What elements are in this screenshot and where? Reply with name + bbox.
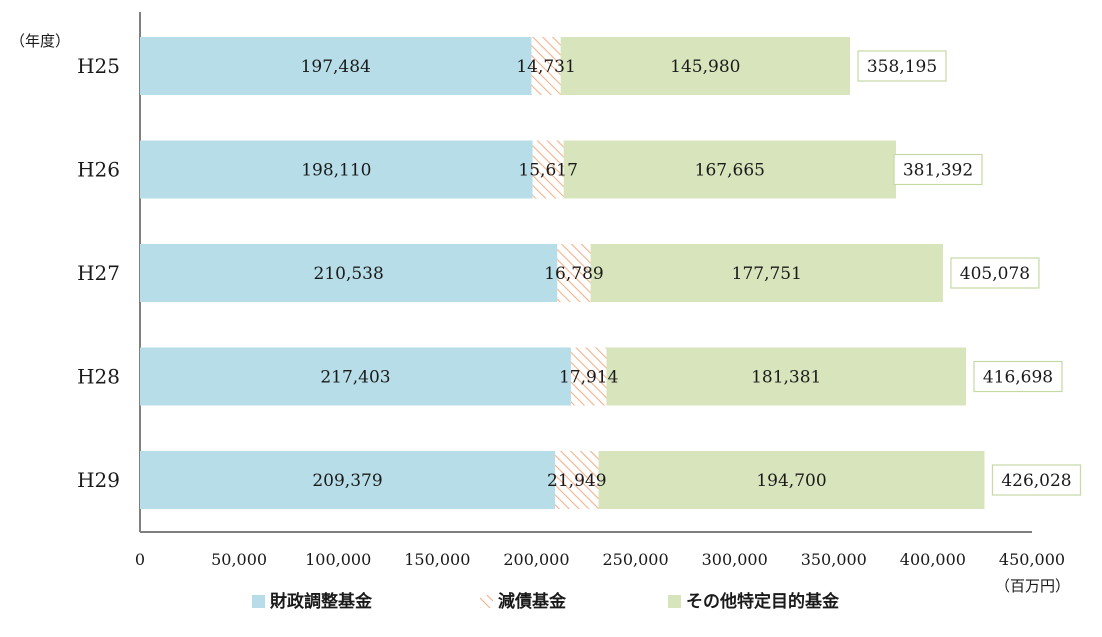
legend-swatch xyxy=(668,595,681,608)
bar-segment xyxy=(557,244,591,302)
x-tick-label: 350,000 xyxy=(801,550,867,569)
bar-segment xyxy=(140,37,532,95)
bar-segment xyxy=(531,37,561,95)
total-label: 405,078 xyxy=(960,264,1030,284)
total-label-box xyxy=(857,50,947,82)
bar-segment xyxy=(560,37,851,95)
bar-segment xyxy=(590,244,943,302)
legend-swatch xyxy=(252,595,265,608)
bar-segment xyxy=(140,347,571,406)
data-label: 198,110 xyxy=(301,161,371,181)
data-label: 210,538 xyxy=(314,264,384,284)
data-label: 15,617 xyxy=(518,161,577,181)
total-label: 416,698 xyxy=(983,368,1053,388)
data-label: 145,980 xyxy=(670,57,740,77)
bar-segment xyxy=(570,347,607,406)
bar-segment xyxy=(563,140,897,199)
data-label: 14,731 xyxy=(516,57,575,77)
x-tick-label: 400,000 xyxy=(900,550,966,569)
data-label: 16,789 xyxy=(544,264,603,284)
data-label: 209,379 xyxy=(312,471,382,491)
total-label-box xyxy=(991,464,1082,496)
x-tick-label: 150,000 xyxy=(404,550,470,569)
total-label: 358,195 xyxy=(867,57,937,77)
total-label: 426,028 xyxy=(1001,471,1071,491)
total-label-box xyxy=(893,153,983,186)
data-label: 217,403 xyxy=(320,368,390,388)
x-tick-label: 300,000 xyxy=(702,550,768,569)
x-tick-label: 200,000 xyxy=(503,550,569,569)
x-unit-label: （百万円） xyxy=(995,577,1070,595)
legend-label: 減債基金 xyxy=(498,591,567,612)
category-label: H26 xyxy=(77,158,120,182)
bar-segment xyxy=(140,244,558,302)
category-label: H28 xyxy=(77,365,120,389)
y-unit-label: （年度） xyxy=(10,32,70,50)
data-label: 197,484 xyxy=(301,57,371,77)
bar-segment xyxy=(140,140,533,199)
x-tick-label: 50,000 xyxy=(211,550,267,569)
data-label: 194,700 xyxy=(756,471,826,491)
legend-swatch xyxy=(480,595,493,608)
x-tick-label: 100,000 xyxy=(305,550,371,569)
category-label: H27 xyxy=(77,261,120,285)
category-label: H29 xyxy=(77,468,120,492)
legend-label: その他特定目的基金 xyxy=(686,591,840,612)
bar-segment xyxy=(606,347,966,406)
total-label-box xyxy=(950,257,1040,289)
x-tick-label: 250,000 xyxy=(602,550,668,569)
legend-label: 財政調整基金 xyxy=(269,591,373,612)
x-tick-label: 0 xyxy=(135,550,145,569)
data-label: 167,665 xyxy=(695,161,765,181)
data-label: 181,381 xyxy=(751,368,821,388)
bar-segment xyxy=(532,140,564,199)
data-label: 177,751 xyxy=(732,264,802,284)
x-tick-label: 450,000 xyxy=(999,550,1065,569)
total-label: 381,392 xyxy=(903,161,973,181)
bar-segment xyxy=(140,451,556,509)
bar-segment xyxy=(598,451,985,509)
total-label-box xyxy=(973,360,1063,393)
category-label: H25 xyxy=(77,54,120,78)
bar-segment xyxy=(555,451,599,509)
data-label: 17,914 xyxy=(559,368,618,388)
data-label: 21,949 xyxy=(547,471,606,491)
